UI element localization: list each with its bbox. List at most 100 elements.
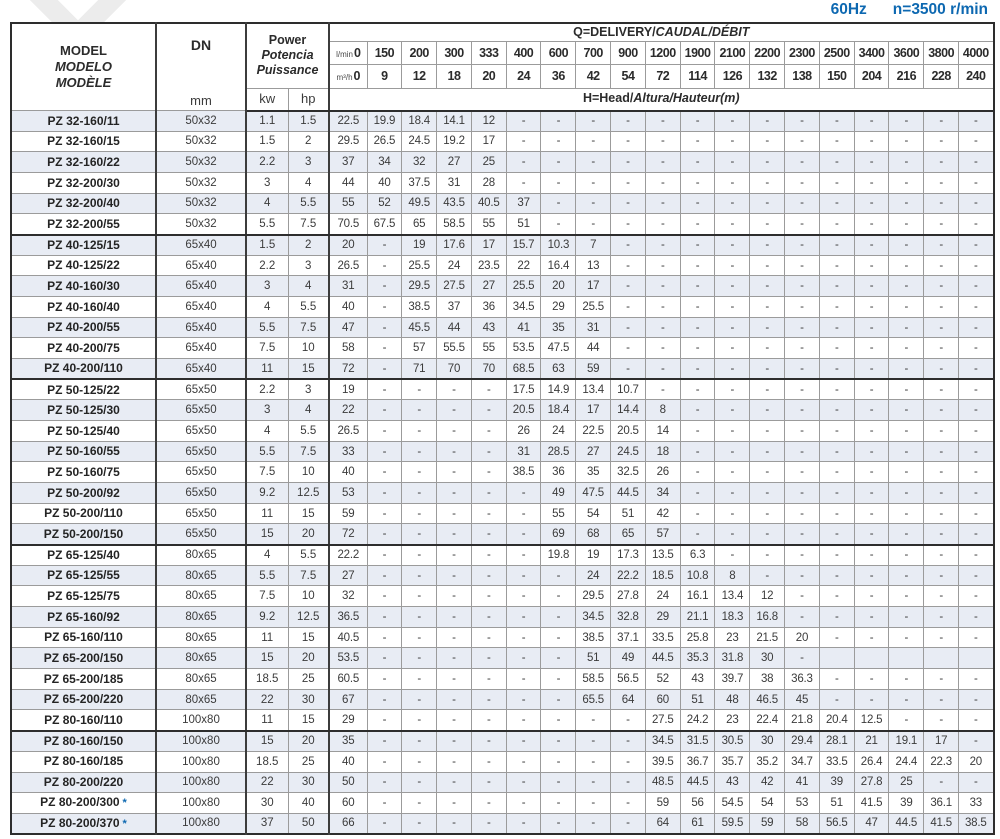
head-value-cell: - xyxy=(818,234,855,256)
head-value-cell: 59 xyxy=(644,792,681,814)
head-value-cell: 18.3 xyxy=(714,606,751,628)
head-value-cell: - xyxy=(470,440,507,463)
head-value-cell: 27 xyxy=(436,151,472,174)
model-cell: PZ 80-200/220 xyxy=(10,771,157,794)
head-value-cell: - xyxy=(749,502,786,525)
head-value-cell: - xyxy=(784,316,820,339)
table-row: PZ 40-200/75 65x40 7.5 10 58-57 55.5 55 53.5 47.… xyxy=(10,337,995,360)
head-value-cell: - xyxy=(505,130,542,153)
kw-header: kw xyxy=(245,87,289,112)
hp-cell: 5.5 xyxy=(287,544,330,566)
head-value-cell: 21 xyxy=(853,730,890,752)
head-value-cell: - xyxy=(749,151,786,174)
head-value-cell: - xyxy=(958,296,995,318)
head-value-cell: 67 xyxy=(328,688,368,711)
head-value-cell: 12.5 xyxy=(853,709,890,732)
head-value-cell: - xyxy=(679,420,716,442)
head-value-cell: 69 xyxy=(540,523,577,546)
head-value-cell: - xyxy=(818,544,855,566)
flow-lmin-header-cell: 400 xyxy=(505,40,542,66)
kw-cell: 9.2 xyxy=(245,606,289,628)
head-value-cell: - xyxy=(679,254,716,277)
head-value-cell: 36.7 xyxy=(679,750,716,773)
head-value-cell: - xyxy=(958,420,995,442)
head-value-cell: - xyxy=(366,296,403,318)
head-value-cell: - xyxy=(818,688,855,711)
head-value-cell: - xyxy=(575,771,612,794)
head-value-cell: - xyxy=(784,130,820,153)
head-value-cell: - xyxy=(575,151,612,174)
hp-cell: 20 xyxy=(287,647,330,670)
flow-lmin-header-cell: 3400 xyxy=(853,40,890,66)
head-value-cell: - xyxy=(401,771,438,794)
head-value-cell: 40.5 xyxy=(470,192,507,215)
head-value-cell: - xyxy=(366,275,403,298)
table-row: PZ 50-160/75 65x50 7.5 10 40- - - -38.5 36 35 32.5… xyxy=(10,461,995,484)
table-row: PZ 80-200/220 100x80 22 30 50- - - - - - - -48.5 44.… xyxy=(10,771,995,794)
head-value-cell: - xyxy=(505,585,542,608)
head-value-cell: 39.5 xyxy=(644,750,681,773)
head-value-cell: 39 xyxy=(818,771,855,794)
head-value-cell: 65 xyxy=(610,523,646,546)
head-value-cell: - xyxy=(818,316,855,339)
head-value-cell: 48 xyxy=(714,688,751,711)
head-value-cell: - xyxy=(610,172,646,194)
head-value-cell: 54.5 xyxy=(714,792,751,814)
head-value-cell: - xyxy=(505,730,542,752)
head-value-cell: - xyxy=(610,130,646,153)
head-value-cell: - xyxy=(644,110,681,132)
head-value-cell: 46.5 xyxy=(749,688,786,711)
head-value-cell: - xyxy=(853,234,890,256)
head-value-cell: - xyxy=(401,606,438,628)
head-value-cell: 36 xyxy=(470,296,507,318)
title-bar: 60Hz n=3500 r/min xyxy=(831,1,988,19)
head-value-cell: - xyxy=(366,626,403,649)
head-value-cell: 25.5 xyxy=(401,254,438,277)
head-value-cell: - xyxy=(714,130,751,153)
table-row: PZ 40-200/55 65x40 5.5 7.5 47-45.5 44 43 41 35 31… xyxy=(10,316,995,339)
head-value-cell: - xyxy=(784,358,820,381)
table-row: PZ 80-160/185 100x80 18.5 25 40- - - - - - - -39.5 3… xyxy=(10,750,995,773)
head-value-cell: 19.8 xyxy=(540,544,577,566)
head-value-cell: - xyxy=(505,668,542,690)
head-value-cell: - xyxy=(923,110,960,132)
head-value-cell: - xyxy=(749,337,786,360)
head-value-cell: 49 xyxy=(610,647,646,670)
head-value-cell: - xyxy=(818,337,855,360)
hp-cell: 5.5 xyxy=(287,296,330,318)
hp-cell: 12.5 xyxy=(287,482,330,504)
head-value-cell: - xyxy=(470,626,507,649)
head-value-cell: - xyxy=(401,544,438,566)
head-value-cell: - xyxy=(436,502,472,525)
head-value-cell: 42 xyxy=(749,771,786,794)
head-value-cell: 26 xyxy=(505,420,542,442)
flow-lmin-header-cell: 200 xyxy=(401,40,438,66)
head-value-cell: 56.5 xyxy=(610,668,646,690)
lmin-unit-label: l/min xyxy=(336,49,353,59)
head-value-cell: - xyxy=(366,812,403,835)
head-value-cell: 17 xyxy=(575,275,612,298)
head-value-cell: - xyxy=(784,234,820,256)
table-row: PZ 32-160/11 50x32 1.1 1.5 22.5 19.9 18.4 14.1 1… xyxy=(10,110,995,132)
flow-m3h-header-cell: 9 xyxy=(366,64,403,89)
head-value-cell: - xyxy=(749,172,786,194)
head-value-cell: 34 xyxy=(644,482,681,504)
power-header-es: Potencia xyxy=(261,48,314,63)
head-value-cell: 31 xyxy=(436,172,472,194)
head-value-cell: - xyxy=(888,606,925,628)
head-value-cell: - xyxy=(923,688,960,711)
head-value-cell: 33.5 xyxy=(644,626,681,649)
head-value-cell: 16.1 xyxy=(679,585,716,608)
head-value-cell: - xyxy=(853,151,890,174)
head-value-cell: - xyxy=(401,792,438,814)
head-value-cell: - xyxy=(714,523,751,546)
flow-m3h-header-cell: 24 xyxy=(505,64,542,89)
head-value-cell: 38.5 xyxy=(505,461,542,484)
head-value-cell: - xyxy=(853,564,890,587)
head-value-cell: 25.5 xyxy=(505,275,542,298)
head-value-cell: - xyxy=(470,420,507,442)
head-value-cell: 59.5 xyxy=(714,812,751,835)
flow-m3h-header-cell: 72 xyxy=(644,64,681,89)
head-value-cell: - xyxy=(540,192,577,215)
head-value-cell: - xyxy=(679,337,716,360)
